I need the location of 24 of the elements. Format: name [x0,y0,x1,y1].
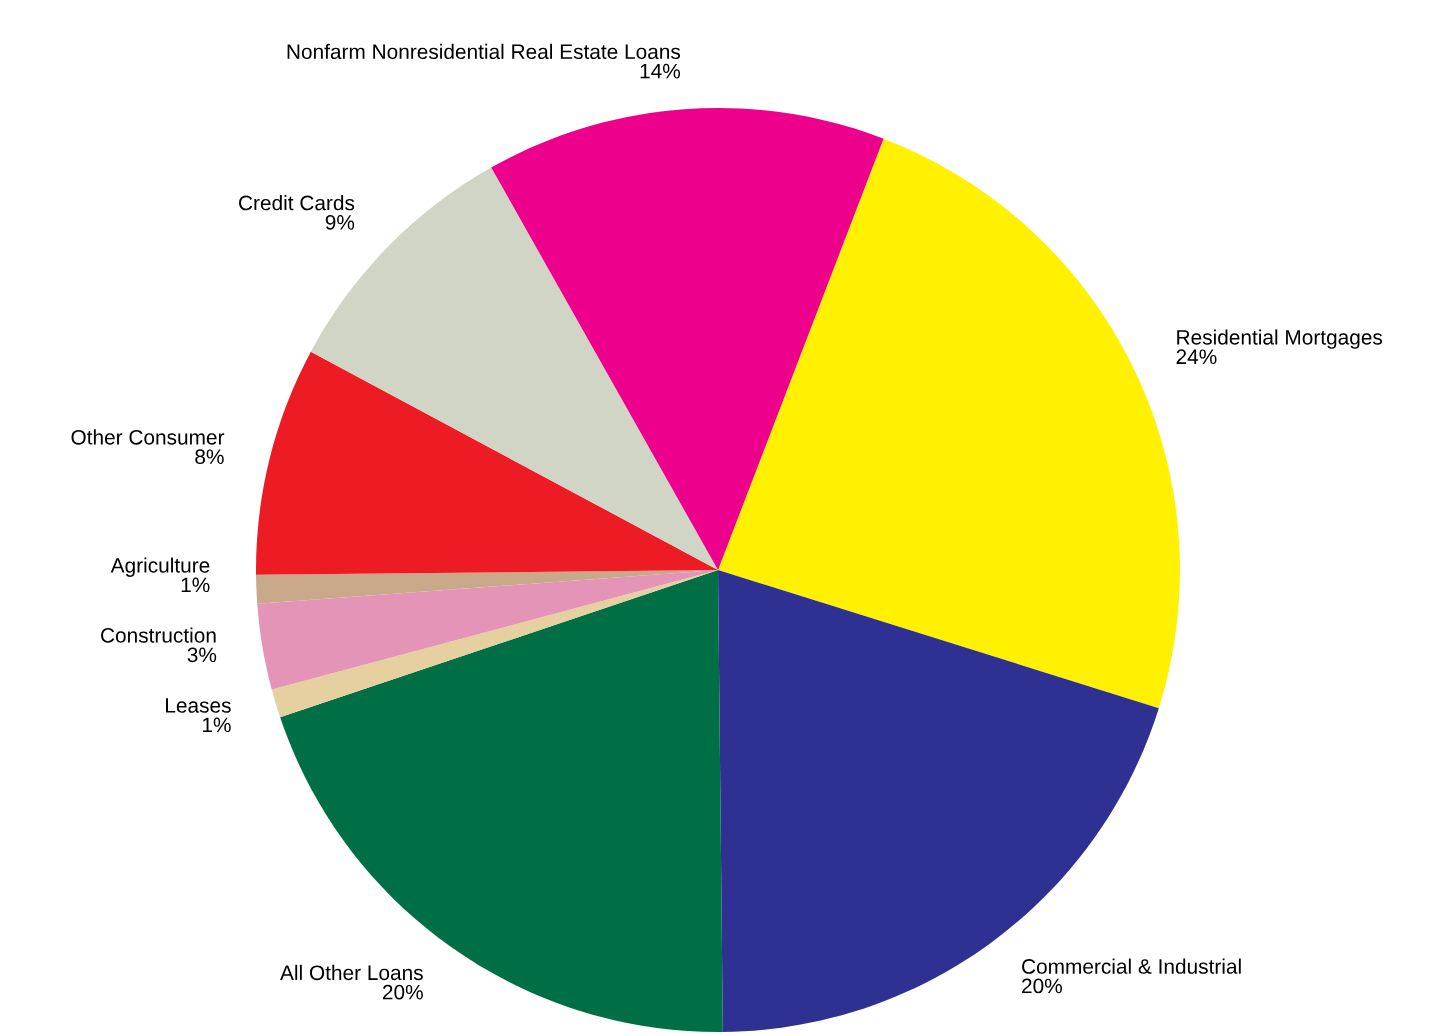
data-label: 1% [181,577,210,593]
slice-label: Construction [101,627,216,643]
pie-slice [491,108,884,570]
slice-label: Other Consumer [71,429,225,445]
pie-slice [718,570,1159,1032]
slice-label: Leases [166,698,231,713]
slice-label: Credit Cards [239,195,355,211]
pie-slice [280,570,723,1032]
slice-label: Nonfarm Nonresidential Real Estate Loans [287,43,681,60]
data-label: 20% [1022,978,1062,994]
data-label: 3% [187,647,217,663]
slice-label: Residential Mortgages [1177,329,1383,349]
pie-slice [257,570,718,690]
data-label: 8% [195,449,224,465]
pie-slice [271,570,718,718]
data-label: 20% [382,984,423,1000]
data-label: 14% [640,63,681,79]
pie-slice [256,351,718,575]
data-label: 24% [1176,349,1217,365]
slice-label: Agriculture [110,557,210,577]
data-label: 9% [325,214,355,230]
data-label: 1% [202,717,231,733]
slice-label: All Other Loans [280,964,423,981]
slice-label: Commercial & Industrial [1022,958,1241,974]
